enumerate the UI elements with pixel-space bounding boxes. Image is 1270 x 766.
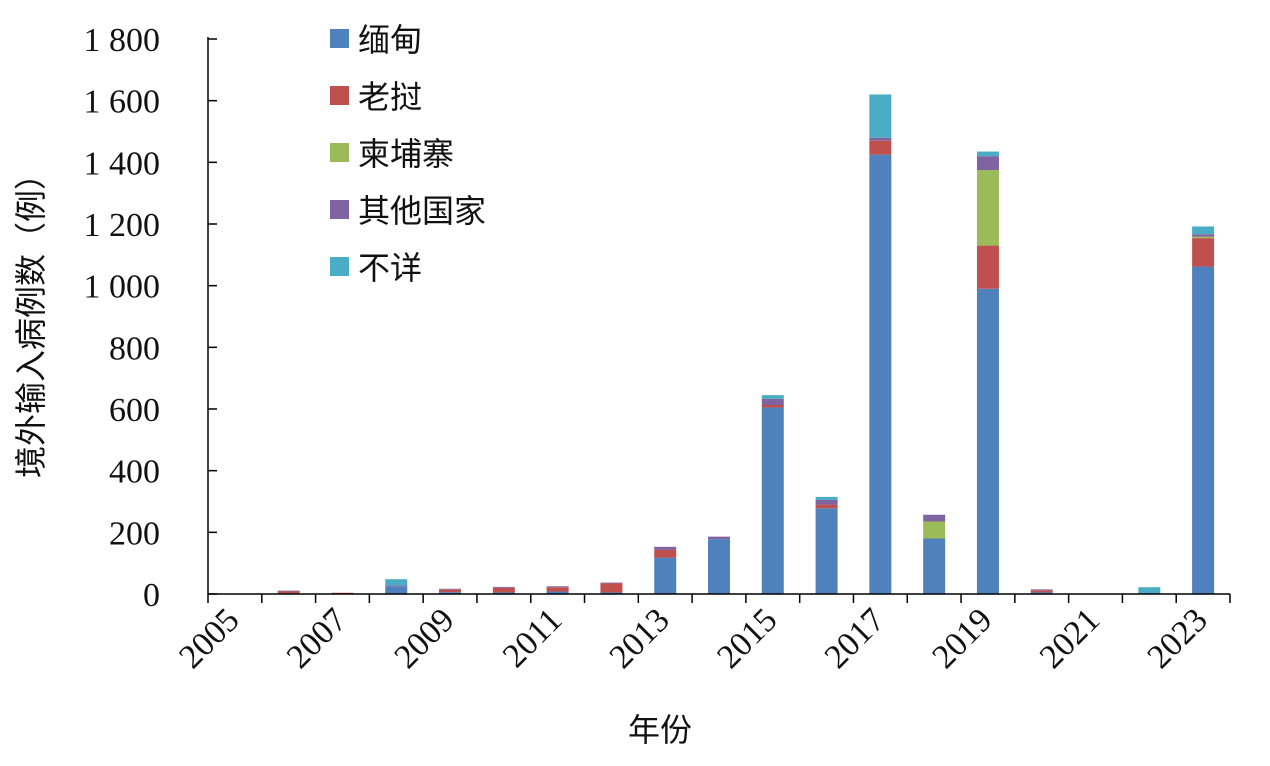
y-tick-label: 1 000 bbox=[84, 269, 161, 306]
bar-2016-series-0 bbox=[815, 508, 838, 594]
bar-2018-series-3 bbox=[923, 514, 946, 522]
legend-label-4: 不详 bbox=[358, 249, 422, 287]
bar-2011-series-0 bbox=[546, 591, 569, 594]
bar-2017-series-0 bbox=[869, 154, 892, 595]
x-tick-label: 2017 bbox=[818, 601, 892, 675]
bar-2022-series-4 bbox=[1138, 587, 1161, 594]
bar-2010-series-3 bbox=[492, 586, 515, 588]
bar-2019-series-2 bbox=[976, 170, 999, 246]
bar-2014-series-3 bbox=[708, 536, 730, 540]
bar-2010-series-1 bbox=[492, 587, 515, 593]
bar-2017-series-3 bbox=[869, 137, 892, 141]
bar-2018-series-0 bbox=[923, 538, 946, 594]
bar-2011-series-3 bbox=[546, 586, 569, 588]
legend-swatch-4 bbox=[330, 257, 349, 276]
x-tick-label: 2009 bbox=[387, 601, 461, 675]
bar-2009-series-1 bbox=[439, 589, 462, 593]
bar-2006-series-3 bbox=[277, 590, 300, 592]
legend-label-1: 老挝 bbox=[358, 78, 422, 116]
x-tick-label: 2007 bbox=[280, 601, 354, 675]
bar-2008-series-0 bbox=[385, 586, 408, 594]
bar-2012-series-1 bbox=[600, 583, 623, 593]
legend-label-2: 柬埔寨 bbox=[358, 135, 454, 173]
y-tick-label: 1 400 bbox=[84, 145, 161, 182]
legend-swatch-2 bbox=[330, 143, 349, 162]
x-tick-label: 2005 bbox=[172, 601, 246, 675]
bar-2020-series-0 bbox=[1030, 592, 1053, 594]
y-axis-title: 境外输入病例数（例） bbox=[12, 158, 50, 478]
bar-2016-series-3 bbox=[815, 499, 838, 505]
y-tick-label: 200 bbox=[109, 515, 160, 552]
bar-2020-series-3 bbox=[1030, 589, 1053, 591]
bar-2019-series-3 bbox=[976, 156, 999, 171]
bar-2016-series-1 bbox=[815, 504, 838, 509]
bar-2023-series-2 bbox=[1192, 236, 1215, 239]
legend-swatch-0 bbox=[330, 29, 349, 48]
y-tick-label: 0 bbox=[143, 577, 160, 614]
x-tick-label: 2013 bbox=[603, 601, 677, 675]
y-tick-label: 1 800 bbox=[84, 22, 161, 59]
x-axis-title: 年份 bbox=[628, 711, 692, 749]
y-tick-label: 800 bbox=[109, 330, 160, 367]
bar-2018-series-2 bbox=[923, 521, 946, 539]
bar-2013-series-1 bbox=[654, 549, 677, 558]
bar-2012-series-3 bbox=[600, 582, 623, 584]
y-tick-label: 1 600 bbox=[84, 84, 161, 121]
x-tick-label: 2015 bbox=[710, 601, 784, 675]
bar-2023-series-3 bbox=[1192, 234, 1215, 237]
bar-2011-series-1 bbox=[546, 587, 569, 592]
legend-swatch-1 bbox=[330, 86, 349, 105]
bar-2017-series-4 bbox=[869, 94, 892, 138]
bar-2014-series-0 bbox=[708, 539, 730, 594]
bar-2023-series-0 bbox=[1192, 266, 1215, 594]
x-tick-label: 2021 bbox=[1033, 601, 1107, 675]
bar-2013-series-0 bbox=[654, 557, 677, 594]
bar-2015-series-0 bbox=[761, 407, 784, 594]
bar-2007-series-1 bbox=[331, 592, 354, 594]
y-tick-label: 1 200 bbox=[84, 207, 161, 244]
bar-2008-series-4 bbox=[385, 579, 408, 586]
bar-2015-series-1 bbox=[761, 404, 784, 408]
bar-2009-series-0 bbox=[439, 592, 462, 594]
x-tick-label: 2011 bbox=[496, 601, 569, 674]
bar-2019-series-0 bbox=[976, 288, 999, 594]
bar-2016-series-4 bbox=[815, 496, 838, 500]
y-tick-label: 600 bbox=[109, 392, 160, 429]
bar-2017-series-1 bbox=[869, 140, 892, 155]
bar-2023-series-1 bbox=[1192, 238, 1215, 267]
x-tick-label: 2023 bbox=[1141, 601, 1215, 675]
bar-2019-series-1 bbox=[976, 245, 999, 289]
bar-2006-series-1 bbox=[277, 591, 300, 594]
bar-2013-series-3 bbox=[654, 546, 677, 550]
bar-2015-series-3 bbox=[761, 398, 784, 405]
bar-2010-series-0 bbox=[492, 592, 515, 594]
bar-2019-series-4 bbox=[976, 151, 999, 157]
bar-2008-series-3 bbox=[385, 585, 408, 587]
legend-label-3: 其他国家 bbox=[358, 192, 486, 230]
x-tick-label: 2019 bbox=[925, 601, 999, 675]
bar-2012-series-0 bbox=[600, 592, 623, 594]
legend-swatch-3 bbox=[330, 200, 349, 219]
bar-2020-series-1 bbox=[1030, 590, 1053, 593]
bar-2015-series-4 bbox=[761, 395, 784, 399]
legend-label-0: 缅甸 bbox=[358, 21, 422, 59]
bar-2023-series-4 bbox=[1192, 226, 1215, 235]
y-tick-label: 400 bbox=[109, 454, 160, 491]
bar-2009-series-3 bbox=[439, 588, 462, 590]
